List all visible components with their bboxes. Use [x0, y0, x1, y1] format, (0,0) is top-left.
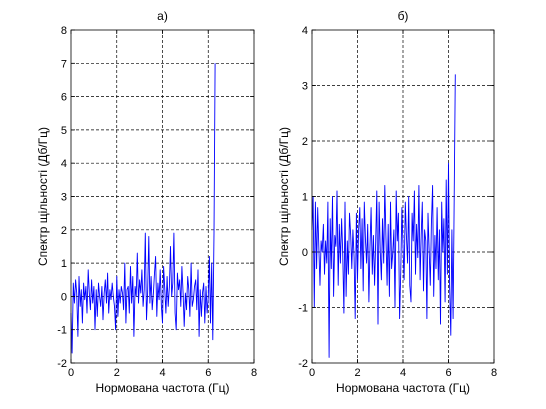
x-tick-label: 2 — [114, 367, 120, 379]
y-tick-label: 4 — [302, 25, 308, 37]
y-tick-label: -1 — [298, 303, 308, 315]
x-tick-label: 4 — [400, 367, 406, 379]
x-tick-label: 8 — [251, 367, 257, 379]
y-tick-label: 2 — [302, 136, 308, 148]
y-tick-label: 1 — [61, 258, 67, 270]
series-line — [70, 63, 216, 354]
y-tick-label: 0 — [302, 247, 308, 259]
x-axis-label: Нормована частота (Гц) — [96, 381, 230, 395]
x-tick-label: 4 — [159, 367, 165, 379]
y-tick-label: 1 — [302, 192, 308, 204]
series-line — [311, 74, 456, 358]
chart-title: б) — [398, 9, 409, 23]
y-tick-label: 2 — [61, 225, 67, 237]
y-tick-label: 4 — [61, 158, 67, 170]
y-tick-label: -1 — [57, 325, 67, 337]
x-tick-label: 6 — [205, 367, 211, 379]
y-tick-label: 3 — [61, 192, 67, 204]
y-axis-label: Спектр щільності (Дб/Гц) — [277, 127, 291, 266]
chart-title: а) — [157, 9, 168, 23]
y-axis-label: Спектр щільності (Дб/Гц) — [36, 127, 50, 266]
x-tick-label: 6 — [445, 367, 451, 379]
y-tick-label: 8 — [61, 25, 67, 37]
y-tick-label: 3 — [302, 81, 308, 93]
chart-panel-b: 0 2 4 6 8 -2 -1 0 1 2 3 4 б) Нормована частота (Гц) Сп… — [277, 9, 497, 395]
y-tick-label: -2 — [57, 358, 67, 370]
y-tick-label: 5 — [61, 125, 67, 137]
x-tick-label: 0 — [309, 367, 315, 379]
x-axis-label: Нормована частота (Гц) — [336, 381, 470, 395]
x-tick-label: 2 — [354, 367, 360, 379]
y-tick-label: -2 — [298, 358, 308, 370]
y-tick-label: 6 — [61, 92, 67, 104]
y-tick-label: 7 — [61, 58, 67, 70]
x-tick-label: 8 — [491, 367, 497, 379]
chart-panel-a: 0 2 4 6 8 -2 -1 0 1 2 3 4 5 6 7 8 а) Нормована частота (Г… — [36, 9, 257, 395]
y-tick-label: 0 — [61, 291, 67, 303]
x-tick-label: 0 — [68, 367, 74, 379]
